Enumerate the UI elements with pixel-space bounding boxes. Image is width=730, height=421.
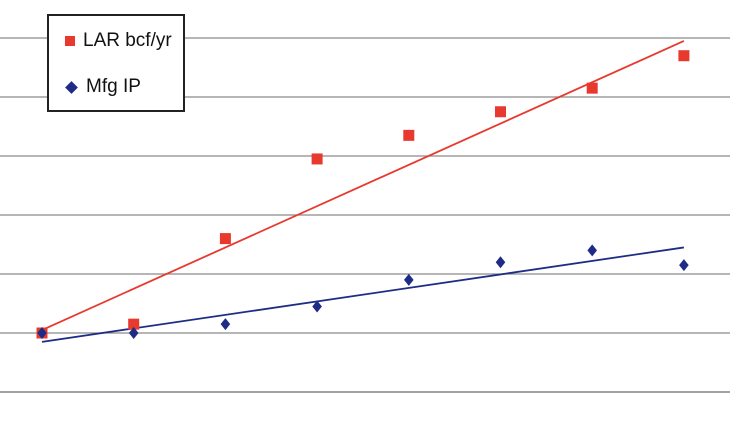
legend-swatch-lar	[65, 36, 75, 46]
legend-entry-mfg: Mfg IP	[65, 76, 141, 98]
point-mfg-4	[312, 300, 322, 313]
legend-swatch-mfg	[65, 80, 78, 94]
point-lar-8	[678, 50, 690, 62]
trendline-lar	[41, 40, 685, 331]
point-mfg-7	[587, 244, 597, 257]
legend-label-mfg: Mfg IP	[86, 76, 141, 97]
data-points	[36, 50, 690, 339]
point-lar-6	[495, 106, 506, 118]
trendlines	[41, 40, 685, 343]
point-lar-5	[403, 129, 415, 141]
point-lar-3	[219, 233, 231, 245]
point-mfg-5	[404, 273, 414, 286]
point-mfg-8	[679, 259, 689, 272]
point-mfg-3	[220, 318, 231, 331]
point-mfg-1	[37, 327, 47, 339]
point-mfg-6	[495, 256, 506, 269]
trendline-mfg	[41, 246, 685, 343]
legend-entry-lar: LAR bcf/yr	[65, 30, 172, 52]
point-mfg-2	[128, 327, 139, 339]
point-lar-7	[586, 82, 598, 94]
legend-label-lar: LAR bcf/yr	[83, 30, 172, 51]
point-lar-2	[128, 318, 140, 330]
point-lar-4	[311, 153, 323, 165]
legend: LAR bcf/yr Mfg IP	[47, 14, 185, 112]
